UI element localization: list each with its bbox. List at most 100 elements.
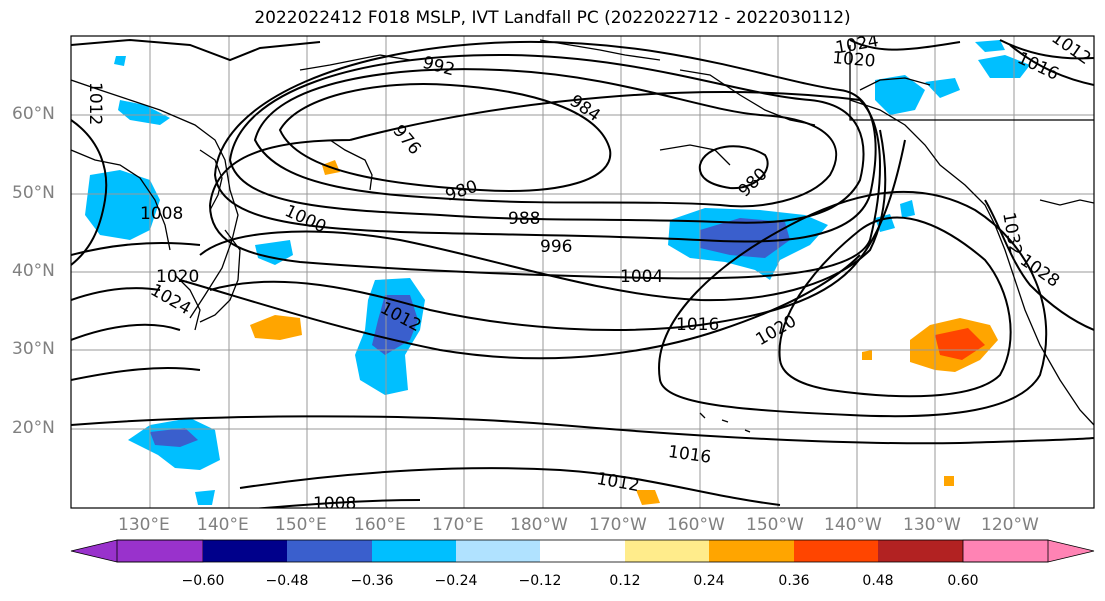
mslp-contour xyxy=(984,199,1094,331)
contour-label: 976 xyxy=(388,121,424,159)
ivt-anomaly-region xyxy=(900,200,915,218)
colorbar-tick-label: 0.36 xyxy=(778,573,810,589)
ivt-anomaly-region xyxy=(700,218,790,258)
lon-label: 170°E xyxy=(432,515,484,535)
colorbar-segment xyxy=(962,539,1095,563)
ivt-anomaly-region xyxy=(372,295,418,355)
colorbar-segment xyxy=(540,540,625,562)
mslp-contour-1008 xyxy=(251,499,421,508)
lon-label: 180°W xyxy=(510,515,568,535)
mslp-contour-1012 xyxy=(199,129,887,302)
mslp-contour xyxy=(71,367,201,381)
lon-label: 130°E xyxy=(118,515,170,535)
lon-label: 140°E xyxy=(197,515,249,535)
mslp-contour xyxy=(71,38,321,62)
mslp-contour xyxy=(253,68,837,208)
contour-label: 984 xyxy=(566,91,604,126)
contour-label: 1024 xyxy=(834,31,880,58)
colorbar-tick-label: 0.60 xyxy=(947,573,979,589)
contour-label: 1020 xyxy=(752,311,799,350)
mslp-contour xyxy=(228,53,865,224)
mslp-contour xyxy=(71,323,181,341)
ivt-anomaly-region xyxy=(862,350,872,360)
colorbar-tick-label: −0.12 xyxy=(518,573,562,589)
lat-label: 50°N xyxy=(12,183,55,203)
colorbar-tick-label: −0.48 xyxy=(265,573,309,589)
contour-labels: 1012 992 984 976 980 980 1008 1000 988 9… xyxy=(85,31,1094,514)
colorbar-segment xyxy=(203,540,287,562)
mslp-contour xyxy=(999,39,1094,60)
lon-label: 130°W xyxy=(903,515,961,535)
contour-label: 1004 xyxy=(620,267,663,287)
mslp-contour-976 xyxy=(278,83,612,192)
lon-label: 150°E xyxy=(275,515,327,535)
lat-label: 30°N xyxy=(12,339,55,359)
colorbar-outline xyxy=(116,539,1049,563)
colorbar-tick-label: −0.60 xyxy=(181,573,225,589)
mslp-contour-1016 xyxy=(71,415,1094,445)
mslp-contour-1020 xyxy=(179,254,861,360)
contour-label: 1032 xyxy=(998,211,1025,257)
mslp-contours xyxy=(71,38,1094,508)
contour-label: 1020 xyxy=(831,48,876,72)
mslp-contour-980 xyxy=(698,145,769,190)
colorbar-tick-label: 0.12 xyxy=(609,573,641,589)
colorbar-segment xyxy=(70,539,204,563)
map-frame xyxy=(70,35,1095,509)
ivt-anomaly-region xyxy=(925,78,960,98)
contour-label: 1020 xyxy=(156,267,199,287)
ivt-anomaly-region xyxy=(114,56,126,66)
mslp-contour-1012 xyxy=(239,467,781,506)
contour-label: 1012 xyxy=(85,82,105,125)
ivt-anomaly-region xyxy=(875,75,925,115)
graticule xyxy=(71,36,1094,508)
ivt-anomaly-region xyxy=(636,490,660,505)
lon-label: 160°E xyxy=(354,515,406,535)
colorbar-tick-label: −0.36 xyxy=(350,573,394,589)
lon-label: 160°W xyxy=(667,515,725,535)
mslp-contour-1016 xyxy=(209,139,906,331)
contour-label: 988 xyxy=(508,209,540,229)
contour-label: 1028 xyxy=(1016,250,1063,291)
map-title: 2022022412 F018 MSLP, IVT Landfall PC (2… xyxy=(254,8,851,28)
ivt-anomaly-region xyxy=(944,476,954,486)
lat-label: 40°N xyxy=(12,261,55,281)
contour-label: 1016 xyxy=(667,442,713,468)
contour-label: 1016 xyxy=(676,315,719,335)
mslp-contour xyxy=(849,39,961,51)
lat-label: 20°N xyxy=(12,418,55,438)
colorbar xyxy=(70,539,1095,563)
colorbar-tick-label: 0.48 xyxy=(862,573,894,589)
colorbar-segment xyxy=(456,540,540,562)
ivt-anomaly-region xyxy=(85,170,160,240)
lat-label: 60°N xyxy=(12,104,55,124)
lon-label: 140°W xyxy=(824,515,882,535)
colorbar-segment xyxy=(287,540,372,562)
colorbar-segment xyxy=(709,540,794,562)
contour-label: 1012 xyxy=(595,469,641,496)
ivt-anomaly-region xyxy=(195,490,215,505)
lon-label: 150°W xyxy=(746,515,804,535)
colorbar-segment xyxy=(625,540,709,562)
colorbar-segment xyxy=(372,540,456,562)
colorbar-segment xyxy=(794,540,878,562)
ivt-anomaly-region xyxy=(118,100,170,125)
colorbar-tick-label: 0.24 xyxy=(693,573,725,589)
coastlines xyxy=(71,39,1094,433)
lon-label: 120°W xyxy=(981,515,1039,535)
ivt-anomaly-region xyxy=(250,315,302,340)
lon-label: 170°W xyxy=(589,515,647,535)
contour-label: 996 xyxy=(540,237,572,257)
ivt-anomaly-region xyxy=(978,55,1030,78)
mslp-contour xyxy=(71,287,161,301)
contour-label: 980 xyxy=(443,177,480,206)
mslp-contour xyxy=(1009,44,1094,86)
contour-label: 1008 xyxy=(140,204,183,224)
ivt-anomaly-region xyxy=(975,40,1005,52)
contour-label: 1008 xyxy=(313,494,356,514)
ivt-anomaly-region xyxy=(150,428,198,447)
colorbar-segment xyxy=(878,540,963,562)
mslp-contour-1024 xyxy=(658,190,1048,418)
mslp-contour-1004 xyxy=(209,91,881,280)
